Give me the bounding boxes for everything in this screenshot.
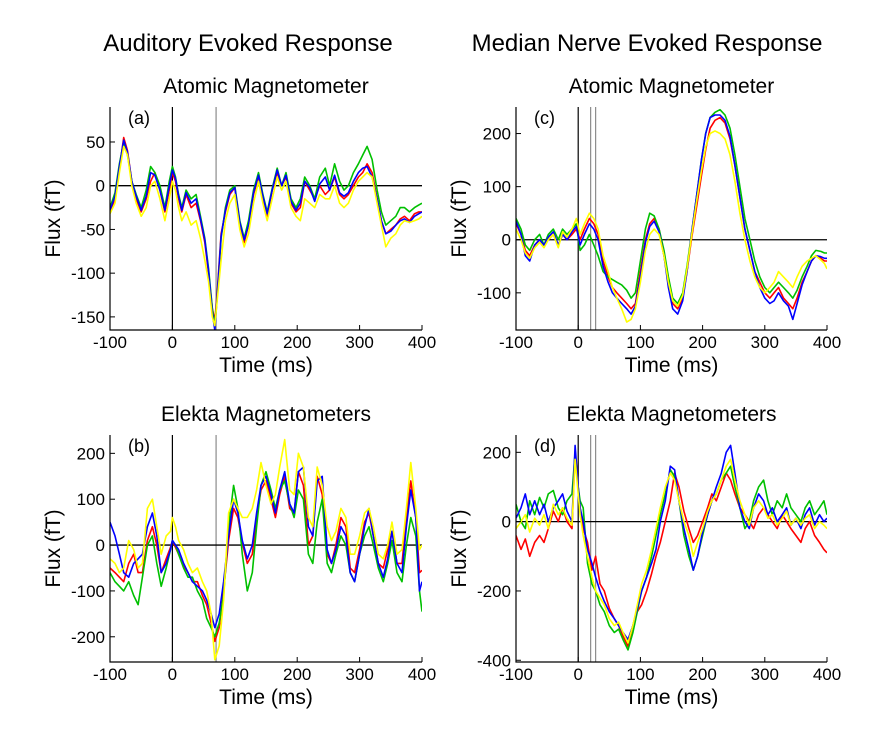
y-tick-label: 0: [96, 177, 105, 196]
x-tick-label: 0: [168, 333, 177, 352]
x-tick-label: 0: [168, 665, 177, 684]
x-axis-label: Time (ms): [219, 354, 313, 377]
y-tick-label: 200: [483, 125, 511, 144]
column-title-auditory: Auditory Evoked Response: [103, 30, 393, 57]
x-tick-label: 400: [813, 665, 841, 684]
series-line-2: [110, 466, 422, 629]
x-tick-label: 400: [813, 333, 841, 352]
series-line-2: [110, 139, 422, 330]
series-line-0: [516, 116, 827, 310]
panel-label: (a): [128, 108, 150, 128]
series-line-3: [516, 458, 827, 644]
x-tick-label: 0: [573, 333, 582, 352]
series-line-0: [516, 451, 827, 648]
x-tick-label: 100: [221, 333, 249, 352]
y-axis-label: Flux (fT): [448, 509, 471, 587]
x-tick-label: -100: [499, 665, 533, 684]
panel-d: -100 0 100 200 300 400 200 0 -200 -400 Elekta Magn…: [448, 403, 841, 709]
series-line-3: [110, 145, 422, 327]
y-tick-label: -200: [71, 628, 105, 647]
x-tick-label: 200: [688, 333, 716, 352]
panel-b: -100 0 100 200 300 400 200 100 0 -100 -200 Elekta M…: [42, 403, 436, 709]
x-tick-label: 100: [626, 665, 654, 684]
panel-label: (d): [534, 436, 556, 456]
x-axis-label: Time (ms): [625, 354, 719, 377]
y-tick-label: -150: [71, 308, 105, 327]
series-line-2: [516, 114, 827, 321]
y-tick-label: -100: [71, 582, 105, 601]
panel-title: Atomic Magnetometer: [163, 75, 368, 98]
y-tick-label: 50: [86, 133, 105, 152]
x-tick-label: -100: [93, 333, 127, 352]
x-tick-label: 200: [283, 665, 311, 684]
series-line-2: [516, 444, 827, 641]
x-tick-label: 100: [626, 333, 654, 352]
y-tick-label: -400: [477, 651, 511, 670]
y-tick-label: 200: [483, 443, 511, 462]
x-tick-label: 300: [751, 333, 779, 352]
series-line-0: [110, 136, 422, 323]
x-tick-label: 300: [345, 333, 373, 352]
x-tick-label: 400: [408, 333, 436, 352]
y-axis-label: Flux (fT): [448, 179, 471, 257]
y-tick-label: 100: [483, 178, 511, 197]
y-tick-label: 200: [77, 444, 105, 463]
panel-label: (c): [534, 108, 555, 128]
x-tick-label: -100: [499, 333, 533, 352]
column-title-median-nerve: Median Nerve Evoked Response: [471, 30, 823, 57]
y-axis-label: Flux (fT): [42, 509, 65, 587]
y-tick-label: 100: [77, 490, 105, 509]
y-tick-label: -50: [80, 220, 105, 239]
x-tick-label: -100: [93, 665, 127, 684]
y-tick-label: 0: [502, 231, 511, 250]
x-axis-label: Time (ms): [625, 686, 719, 709]
series-line-1: [516, 451, 827, 651]
series-line-3: [516, 130, 827, 323]
y-tick-label: 0: [96, 536, 105, 555]
y-tick-label: -100: [71, 264, 105, 283]
y-tick-label: -200: [477, 582, 511, 601]
x-tick-label: 300: [345, 665, 373, 684]
series-line-1: [110, 470, 422, 638]
series-line-1: [110, 141, 422, 327]
y-tick-label: -100: [477, 284, 511, 303]
x-axis-label: Time (ms): [219, 686, 313, 709]
y-tick-label: 0: [502, 513, 511, 532]
series-line-1: [516, 108, 827, 305]
panel-title: Elekta Magnetometers: [566, 403, 776, 426]
x-tick-label: 0: [573, 665, 582, 684]
y-axis-label: Flux (fT): [42, 179, 65, 257]
panel-title: Atomic Magnetometer: [569, 75, 774, 98]
x-tick-label: 100: [221, 665, 249, 684]
series-line-3: [110, 438, 422, 661]
x-tick-label: 200: [688, 665, 716, 684]
panel-c: -100 0 100 200 300 400 200 100 0 -100 Atomic Magne…: [448, 75, 841, 377]
x-tick-label: 300: [751, 665, 779, 684]
x-tick-label: 400: [408, 665, 436, 684]
axes-frame: [515, 435, 827, 663]
panel-title: Elekta Magnetometers: [161, 403, 371, 426]
panel-label: (b): [128, 436, 150, 456]
x-tick-label: 200: [283, 333, 311, 352]
